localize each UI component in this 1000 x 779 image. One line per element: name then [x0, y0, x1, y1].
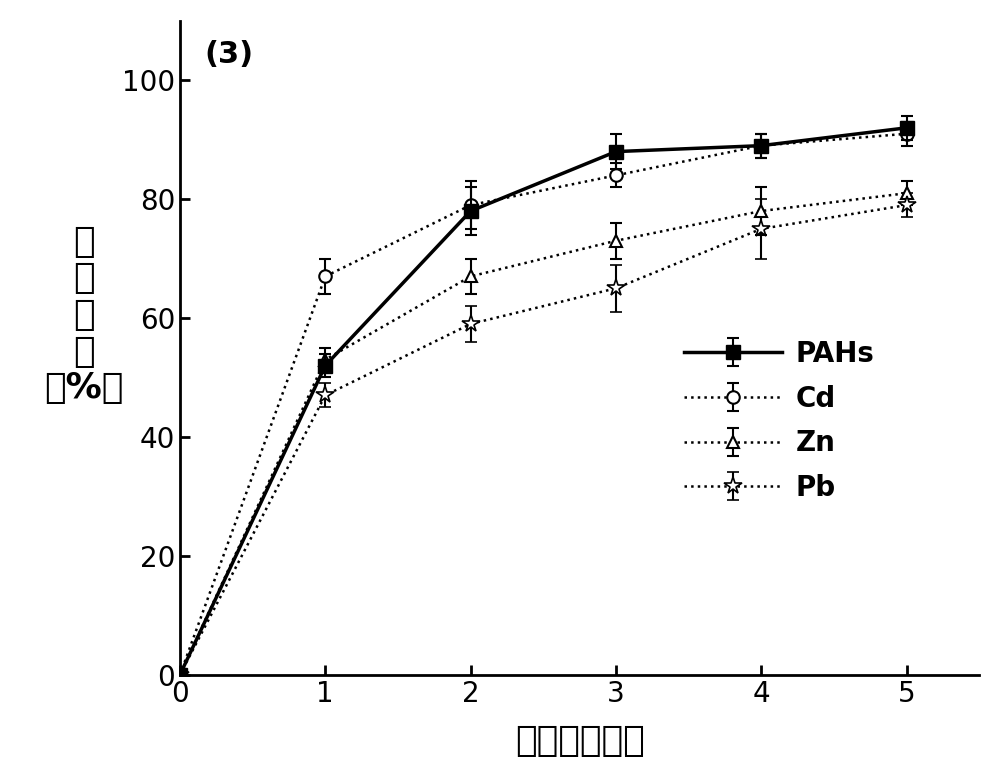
Text: (3): (3) — [204, 41, 253, 69]
Text: 去
除
效
率
（%）: 去 除 效 率 （%） — [44, 224, 124, 405]
Legend: PAHs, Cd, Zn, Pb: PAHs, Cd, Zn, Pb — [673, 329, 886, 513]
X-axis label: 连续淤洗次数: 连续淤洗次数 — [515, 724, 644, 758]
